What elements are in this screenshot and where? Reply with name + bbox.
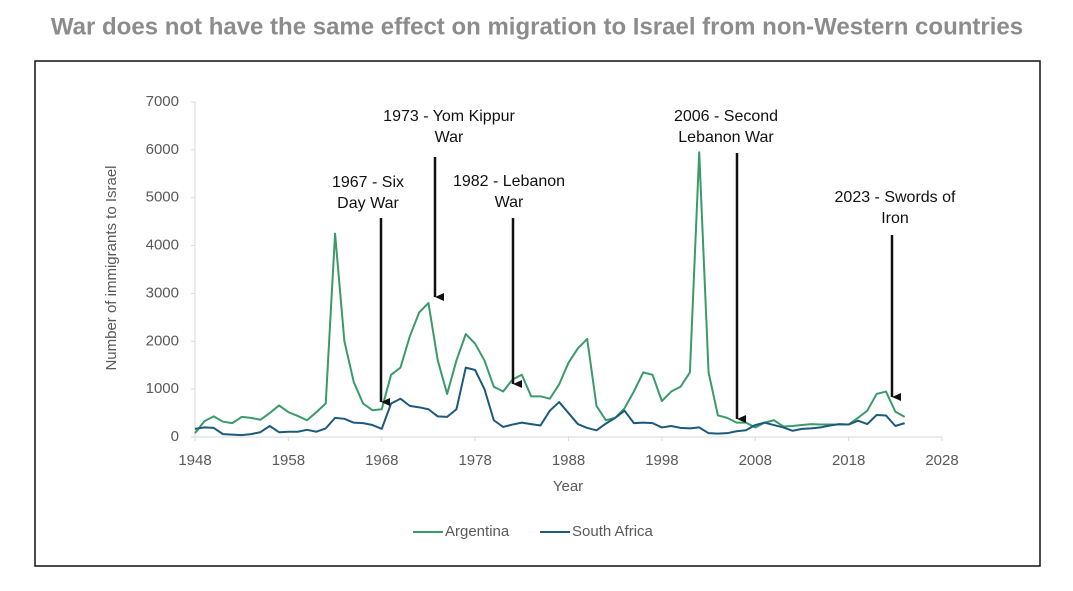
legend-label: Argentina: [445, 523, 510, 540]
annotation-text: War: [435, 129, 464, 146]
y-tick-label: 7000: [146, 93, 179, 110]
x-tick-label: 1988: [552, 452, 585, 469]
y-tick-label: 0: [171, 428, 179, 445]
annotation-text: 1967 - Six: [332, 174, 404, 191]
x-tick-label: 2008: [739, 452, 772, 469]
chart-title: War does not have the same effect on mig…: [51, 13, 1023, 40]
annotation-text: Iron: [881, 210, 909, 227]
x-tick-label: 1968: [365, 452, 398, 469]
legend-label: South Africa: [572, 523, 654, 540]
y-tick-label: 3000: [146, 284, 179, 301]
annotation-text: Lebanon War: [678, 129, 774, 146]
chart-frame: [34, 60, 1041, 567]
y-axis-label: Number of immigrants to Israel: [103, 165, 120, 370]
x-tick-label: 1958: [272, 452, 305, 469]
y-tick-label: 6000: [146, 141, 179, 158]
y-tick-label: 2000: [146, 332, 179, 349]
x-tick-label: 1978: [458, 452, 491, 469]
annotation-text: War: [495, 194, 524, 211]
annotation-text: 2006 - Second: [674, 108, 778, 125]
y-tick-label: 5000: [146, 189, 179, 206]
annotation-text: Day War: [337, 195, 399, 212]
x-tick-label: 2028: [925, 452, 958, 469]
y-tick-label: 1000: [146, 380, 179, 397]
x-tick-label: 1998: [645, 452, 678, 469]
x-tick-label: 1948: [178, 452, 211, 469]
x-tick-label: 2018: [832, 452, 865, 469]
x-axis-label: Year: [553, 478, 583, 495]
annotation-text: 1982 - Lebanon: [453, 173, 565, 190]
y-tick-label: 4000: [146, 237, 179, 254]
annotation-text: 2023 - Swords of: [835, 189, 957, 206]
series-line: [194, 366, 905, 437]
series-line: [194, 151, 906, 434]
annotation-text: 1973 - Yom Kippur: [383, 108, 515, 125]
